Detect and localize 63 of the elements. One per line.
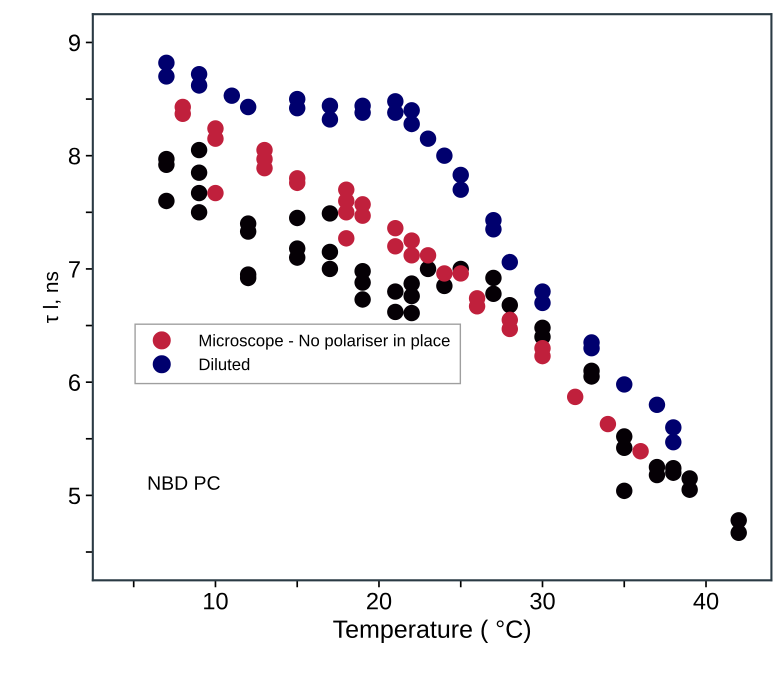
point [485, 270, 502, 286]
x-tick-label: 10 [204, 592, 228, 610]
point [665, 419, 682, 436]
x-tick-label: 20 [367, 592, 392, 610]
point [322, 205, 338, 222]
point [387, 238, 404, 254]
point [158, 54, 175, 72]
point [240, 98, 256, 116]
point [403, 288, 420, 304]
point [648, 396, 666, 414]
point [403, 304, 420, 322]
point [158, 68, 175, 85]
point [387, 220, 404, 236]
point [190, 184, 208, 202]
y-tick-label: 6 [69, 374, 80, 391]
point [436, 147, 453, 164]
point [452, 181, 469, 198]
point [502, 296, 518, 314]
point [403, 116, 420, 132]
point [190, 204, 208, 221]
point [452, 166, 469, 184]
point [502, 254, 518, 270]
y-tick-label: 5 [68, 488, 80, 504]
annotation: NBD PC [148, 476, 220, 490]
x-tick-label: 30 [530, 592, 555, 610]
point [485, 286, 502, 302]
x-axis-title: Temperature ( °C) [333, 620, 530, 643]
point [387, 283, 404, 300]
point [322, 244, 338, 260]
point [600, 416, 616, 432]
point [224, 87, 240, 104]
point [322, 111, 338, 128]
legend-label: Microscope - No polariser in place [200, 334, 450, 350]
point [338, 230, 354, 247]
point [207, 184, 224, 202]
point [616, 376, 632, 393]
point [452, 265, 469, 282]
point [730, 524, 747, 541]
point [354, 291, 371, 308]
point [566, 388, 584, 406]
point [190, 164, 208, 181]
point [420, 260, 436, 278]
point [436, 265, 453, 282]
point [616, 482, 632, 500]
point [403, 247, 420, 264]
legend-label: Diluted [200, 358, 250, 370]
y-tick-label: 9 [68, 34, 80, 52]
point [420, 130, 436, 147]
point [158, 192, 175, 210]
point [190, 142, 208, 158]
point [322, 260, 338, 278]
point [387, 304, 404, 320]
y-tick-label: 7 [69, 261, 80, 278]
x-tick-label: 40 [693, 592, 718, 610]
point [420, 247, 436, 264]
point [322, 98, 338, 114]
point [632, 443, 649, 460]
y-axis-title: τ l, ns [42, 272, 61, 324]
point [403, 232, 420, 249]
point [403, 102, 420, 119]
point [665, 434, 682, 450]
point [289, 210, 306, 226]
y-tick-label: 8 [68, 148, 80, 164]
